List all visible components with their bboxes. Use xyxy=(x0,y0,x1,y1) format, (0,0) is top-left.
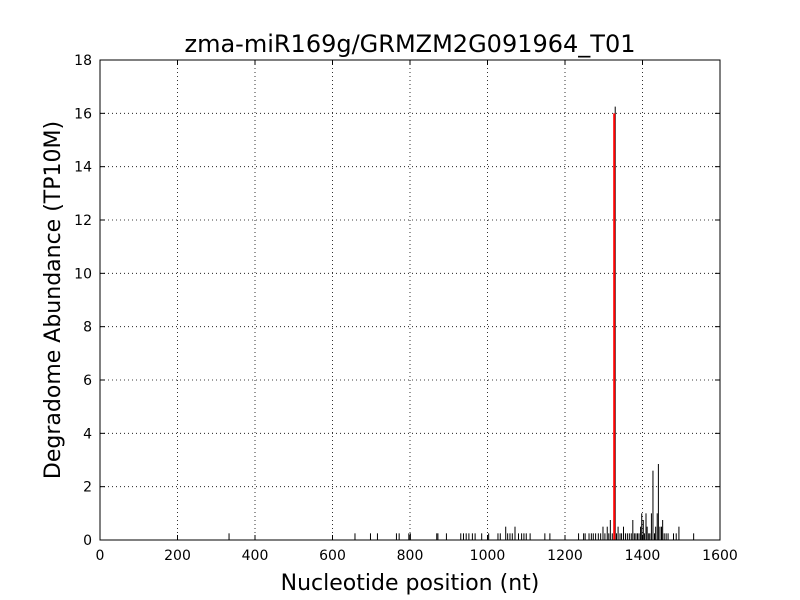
x-tick-label: 1200 xyxy=(547,548,583,564)
x-tick-label: 0 xyxy=(96,548,105,564)
x-tick-label: 800 xyxy=(397,548,424,564)
y-tick-label: 8 xyxy=(83,320,92,336)
axis-ticks: 0 200 400 600 800 1000 1200 1400 1600 0 2 4 6 8 10 12 14… xyxy=(74,53,738,564)
y-tick-label: 12 xyxy=(74,213,92,229)
x-axis-title: Nucleotide position (nt) xyxy=(281,571,540,596)
x-tick-label: 1400 xyxy=(625,548,661,564)
x-tick-label: 1600 xyxy=(702,548,738,564)
y-tick-label: 0 xyxy=(83,533,92,549)
y-tick-label: 16 xyxy=(74,106,92,122)
chart-title: zma-miR169g/GRMZM2G091964_T01 xyxy=(184,30,635,58)
y-tick-label: 14 xyxy=(74,160,92,176)
y-tick-label: 4 xyxy=(83,426,92,442)
x-tick-label: 400 xyxy=(242,548,269,564)
y-tick-label: 6 xyxy=(83,373,92,389)
data-bars xyxy=(228,464,695,540)
y-tick-label: 2 xyxy=(83,480,92,496)
x-tick-label: 1000 xyxy=(470,548,506,564)
x-tick-label: 200 xyxy=(164,548,191,564)
y-tick-label: 18 xyxy=(74,53,92,69)
y-axis-title: Degradome Abundance (TP10M) xyxy=(41,121,66,479)
target-site-bar xyxy=(613,106,616,540)
grid-lines xyxy=(100,60,720,540)
y-tick-label: 10 xyxy=(74,266,92,282)
x-tick-label: 600 xyxy=(319,548,346,564)
